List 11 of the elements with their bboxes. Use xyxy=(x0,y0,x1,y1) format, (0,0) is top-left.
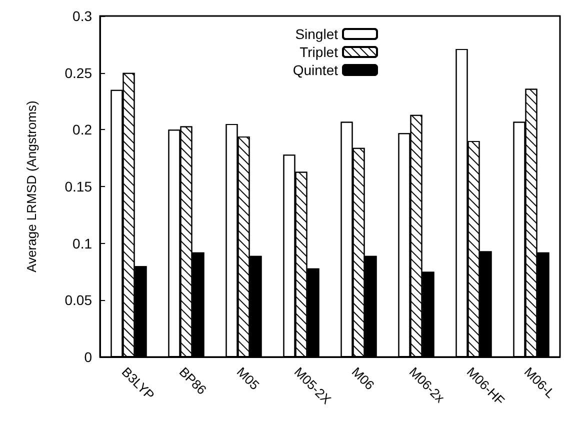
y-tick-label: 0 xyxy=(84,349,92,365)
y-tick-label: 0.05 xyxy=(64,292,92,308)
legend-label: Singlet xyxy=(295,26,338,42)
y-tick-label: 0.1 xyxy=(72,235,92,252)
legend-label: Quintet xyxy=(292,62,338,78)
y-axis-title: Average LRMSD (Angstroms) xyxy=(24,100,39,272)
y-tick-label: 0.3 xyxy=(72,8,92,24)
y-tick-label: 0.2 xyxy=(72,122,92,138)
y-tick-label: 0.25 xyxy=(64,64,92,81)
legend-label: Triplet xyxy=(300,44,338,60)
y-tick-label: 0.15 xyxy=(64,178,92,194)
